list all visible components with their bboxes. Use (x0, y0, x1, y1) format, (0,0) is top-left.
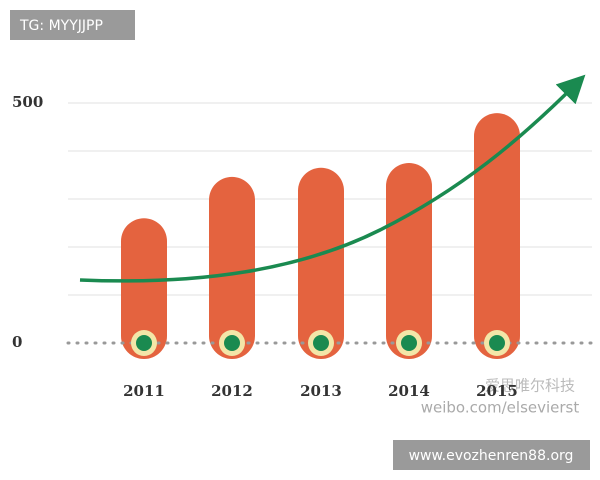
bar-dot (489, 335, 505, 351)
bar (209, 176, 255, 359)
watermark-box (10, 10, 135, 40)
x-tick-label: 2014 (388, 382, 430, 400)
watermark: weibo.com/elsevierst (421, 399, 580, 417)
bar-dot (136, 335, 152, 351)
watermark: TG: MYYJJPP (19, 18, 103, 34)
y-tick-label: 500 (12, 93, 43, 111)
bar-dot (313, 335, 329, 351)
bar-dot (224, 335, 240, 351)
bar (386, 163, 432, 359)
bar (474, 113, 520, 359)
x-tick-label: 2012 (211, 382, 253, 400)
bar (121, 218, 167, 359)
trend-arrow (79, 74, 586, 283)
x-tick-label: 2015 (476, 382, 518, 400)
y-tick-label: 0 (12, 333, 22, 351)
bar (298, 167, 344, 359)
watermark: 爱思唯尔科技 (485, 377, 575, 395)
watermark-box (393, 440, 590, 470)
watermark: www.evozhenren88.org (409, 448, 574, 464)
x-tick-label: 2013 (300, 382, 342, 400)
x-tick-label: 2011 (123, 382, 165, 400)
bar-dot (401, 335, 417, 351)
